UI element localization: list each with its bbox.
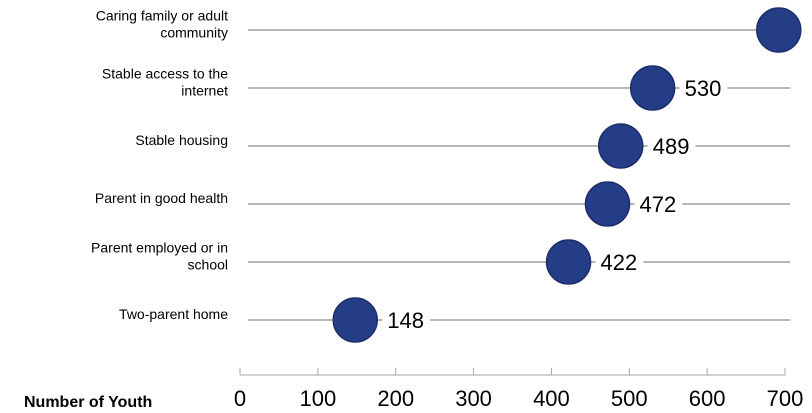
x-axis: 0 100 200 300 400 500 600 700	[234, 368, 803, 411]
x-tick-label: 100	[299, 386, 336, 411]
data-point	[629, 65, 676, 111]
x-tick-label: 500	[611, 386, 648, 411]
x-tick-label: 400	[533, 386, 570, 411]
chart-row: Stable housing 489	[135, 123, 790, 169]
chart-rows: Caring family or adult community Stable ac…	[91, 7, 802, 343]
x-axis-title: Number of Youth	[24, 394, 152, 411]
value-label-background	[679, 74, 728, 102]
value-label-background	[382, 306, 431, 334]
data-point	[756, 7, 802, 53]
category-label: Stable access to the internet	[102, 66, 228, 99]
x-tick-label: 0	[234, 386, 246, 411]
category-label: Two-parent home	[119, 306, 228, 322]
value-label: 422	[601, 250, 638, 275]
data-point	[545, 239, 592, 285]
category-label: Caring family or adult community	[96, 8, 228, 41]
value-label: 489	[653, 134, 690, 159]
value-label-background	[595, 248, 644, 276]
value-label: 472	[639, 192, 676, 217]
category-label: Stable housing	[135, 132, 228, 148]
chart-row: Caring family or adult community	[96, 7, 802, 53]
chart-row: Two-parent home 148	[119, 297, 790, 343]
data-point	[584, 181, 631, 227]
category-label: Parent in good health	[95, 190, 228, 206]
chart-row: Parent employed or in school 422	[91, 239, 790, 285]
value-label: 148	[387, 308, 424, 333]
x-tick-label: 300	[455, 386, 492, 411]
chart-row: Parent in good health 472	[95, 181, 790, 227]
value-label-background	[647, 132, 696, 160]
value-label-background	[634, 190, 683, 218]
value-label: 530	[685, 76, 722, 101]
x-tick-label: 600	[689, 386, 726, 411]
chart-row: Stable access to the internet 530	[102, 65, 790, 111]
x-tick-label: 200	[377, 386, 414, 411]
x-tick-label: 700	[767, 386, 804, 411]
data-point	[597, 123, 644, 169]
data-point	[332, 297, 378, 343]
category-label: Parent employed or in school	[91, 240, 228, 273]
